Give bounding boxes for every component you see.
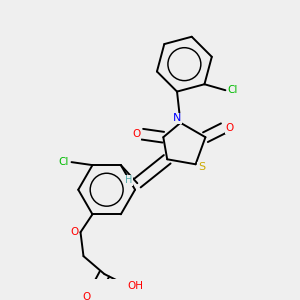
Text: Cl: Cl (59, 157, 69, 167)
Text: O: O (82, 292, 91, 300)
Text: N: N (173, 113, 182, 123)
Text: Cl: Cl (228, 85, 238, 95)
Text: O: O (70, 227, 79, 237)
Text: S: S (198, 162, 205, 172)
Text: H: H (125, 175, 132, 185)
Text: OH: OH (128, 281, 144, 291)
Text: O: O (132, 129, 140, 139)
Text: O: O (225, 123, 233, 133)
